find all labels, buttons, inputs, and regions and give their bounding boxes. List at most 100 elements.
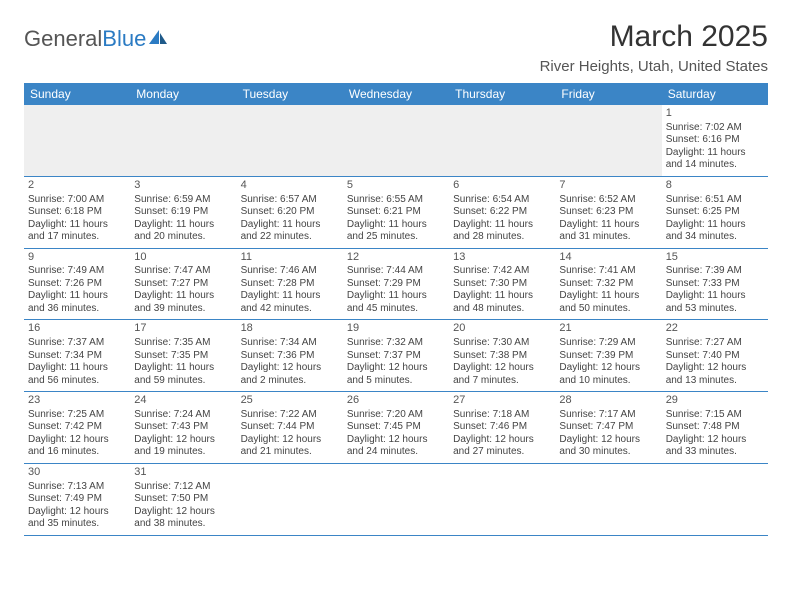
- day-number: 5: [347, 179, 445, 193]
- day-number: 1: [666, 107, 764, 121]
- calendar-day-cell: 20Sunrise: 7:30 AMSunset: 7:38 PMDayligh…: [449, 320, 555, 392]
- calendar-day-cell: [555, 463, 661, 535]
- weekday-header: Saturday: [662, 83, 768, 105]
- calendar-day-cell: 27Sunrise: 7:18 AMSunset: 7:46 PMDayligh…: [449, 392, 555, 464]
- day-details: Sunrise: 7:15 AMSunset: 7:48 PMDaylight:…: [666, 409, 764, 459]
- weekday-header: Wednesday: [343, 83, 449, 105]
- day-details: Sunrise: 7:29 AMSunset: 7:39 PMDaylight:…: [559, 337, 657, 387]
- weekday-header: Thursday: [449, 83, 555, 105]
- calendar-body: 1Sunrise: 7:02 AMSunset: 6:16 PMDaylight…: [24, 105, 768, 535]
- day-number: 26: [347, 394, 445, 408]
- day-number: 31: [134, 466, 232, 480]
- calendar-day-cell: 21Sunrise: 7:29 AMSunset: 7:39 PMDayligh…: [555, 320, 661, 392]
- weekday-header: Friday: [555, 83, 661, 105]
- day-details: Sunrise: 7:24 AMSunset: 7:43 PMDaylight:…: [134, 409, 232, 459]
- day-details: Sunrise: 7:35 AMSunset: 7:35 PMDaylight:…: [134, 337, 232, 387]
- day-details: Sunrise: 7:17 AMSunset: 7:47 PMDaylight:…: [559, 409, 657, 459]
- day-number: 6: [453, 179, 551, 193]
- day-number: 27: [453, 394, 551, 408]
- day-details: Sunrise: 7:18 AMSunset: 7:46 PMDaylight:…: [453, 409, 551, 459]
- calendar-day-cell: 8Sunrise: 6:51 AMSunset: 6:25 PMDaylight…: [662, 176, 768, 248]
- day-details: Sunrise: 7:41 AMSunset: 7:32 PMDaylight:…: [559, 265, 657, 315]
- day-number: 22: [666, 322, 764, 336]
- calendar-day-cell: 22Sunrise: 7:27 AMSunset: 7:40 PMDayligh…: [662, 320, 768, 392]
- day-number: 21: [559, 322, 657, 336]
- calendar-day-cell: 14Sunrise: 7:41 AMSunset: 7:32 PMDayligh…: [555, 248, 661, 320]
- calendar-day-cell: 24Sunrise: 7:24 AMSunset: 7:43 PMDayligh…: [130, 392, 236, 464]
- day-number: 10: [134, 251, 232, 265]
- day-number: 7: [559, 179, 657, 193]
- calendar-day-cell: 3Sunrise: 6:59 AMSunset: 6:19 PMDaylight…: [130, 176, 236, 248]
- calendar-day-cell: 16Sunrise: 7:37 AMSunset: 7:34 PMDayligh…: [24, 320, 130, 392]
- calendar-day-cell: 18Sunrise: 7:34 AMSunset: 7:36 PMDayligh…: [237, 320, 343, 392]
- day-details: Sunrise: 6:54 AMSunset: 6:22 PMDaylight:…: [453, 194, 551, 244]
- calendar-table: SundayMondayTuesdayWednesdayThursdayFrid…: [24, 83, 768, 536]
- day-details: Sunrise: 7:44 AMSunset: 7:29 PMDaylight:…: [347, 265, 445, 315]
- day-number: 15: [666, 251, 764, 265]
- day-details: Sunrise: 7:02 AMSunset: 6:16 PMDaylight:…: [666, 122, 764, 172]
- day-details: Sunrise: 6:55 AMSunset: 6:21 PMDaylight:…: [347, 194, 445, 244]
- day-details: Sunrise: 7:12 AMSunset: 7:50 PMDaylight:…: [134, 481, 232, 531]
- calendar-week-row: 30Sunrise: 7:13 AMSunset: 7:49 PMDayligh…: [24, 463, 768, 535]
- day-details: Sunrise: 7:22 AMSunset: 7:44 PMDaylight:…: [241, 409, 339, 459]
- logo-text-blue: Blue: [102, 26, 146, 52]
- weekday-header: Sunday: [24, 83, 130, 105]
- calendar-day-cell: 5Sunrise: 6:55 AMSunset: 6:21 PMDaylight…: [343, 176, 449, 248]
- calendar-week-row: 2Sunrise: 7:00 AMSunset: 6:18 PMDaylight…: [24, 176, 768, 248]
- day-number: 16: [28, 322, 126, 336]
- day-number: 20: [453, 322, 551, 336]
- calendar-day-cell: 4Sunrise: 6:57 AMSunset: 6:20 PMDaylight…: [237, 176, 343, 248]
- calendar-day-cell: 28Sunrise: 7:17 AMSunset: 7:47 PMDayligh…: [555, 392, 661, 464]
- day-details: Sunrise: 7:13 AMSunset: 7:49 PMDaylight:…: [28, 481, 126, 531]
- day-number: 24: [134, 394, 232, 408]
- sail-icon: [147, 26, 169, 52]
- day-details: Sunrise: 7:20 AMSunset: 7:45 PMDaylight:…: [347, 409, 445, 459]
- day-details: Sunrise: 7:32 AMSunset: 7:37 PMDaylight:…: [347, 337, 445, 387]
- day-number: 17: [134, 322, 232, 336]
- day-number: 13: [453, 251, 551, 265]
- month-title: March 2025: [540, 20, 768, 54]
- day-number: 11: [241, 251, 339, 265]
- calendar-day-cell: 19Sunrise: 7:32 AMSunset: 7:37 PMDayligh…: [343, 320, 449, 392]
- day-number: 25: [241, 394, 339, 408]
- calendar-day-cell: [343, 105, 449, 176]
- day-details: Sunrise: 7:46 AMSunset: 7:28 PMDaylight:…: [241, 265, 339, 315]
- day-number: 23: [28, 394, 126, 408]
- day-details: Sunrise: 7:47 AMSunset: 7:27 PMDaylight:…: [134, 265, 232, 315]
- calendar-day-cell: 26Sunrise: 7:20 AMSunset: 7:45 PMDayligh…: [343, 392, 449, 464]
- day-number: 4: [241, 179, 339, 193]
- calendar-day-cell: 11Sunrise: 7:46 AMSunset: 7:28 PMDayligh…: [237, 248, 343, 320]
- day-number: 14: [559, 251, 657, 265]
- calendar-day-cell: [343, 463, 449, 535]
- calendar-day-cell: [449, 105, 555, 176]
- calendar-day-cell: 31Sunrise: 7:12 AMSunset: 7:50 PMDayligh…: [130, 463, 236, 535]
- day-details: Sunrise: 7:39 AMSunset: 7:33 PMDaylight:…: [666, 265, 764, 315]
- day-details: Sunrise: 7:27 AMSunset: 7:40 PMDaylight:…: [666, 337, 764, 387]
- day-number: 8: [666, 179, 764, 193]
- day-details: Sunrise: 7:25 AMSunset: 7:42 PMDaylight:…: [28, 409, 126, 459]
- calendar-day-cell: 25Sunrise: 7:22 AMSunset: 7:44 PMDayligh…: [237, 392, 343, 464]
- day-number: 28: [559, 394, 657, 408]
- weekday-header: Monday: [130, 83, 236, 105]
- logo: GeneralBlue: [24, 26, 169, 52]
- day-number: 3: [134, 179, 232, 193]
- day-details: Sunrise: 7:49 AMSunset: 7:26 PMDaylight:…: [28, 265, 126, 315]
- calendar-day-cell: 17Sunrise: 7:35 AMSunset: 7:35 PMDayligh…: [130, 320, 236, 392]
- day-number: 29: [666, 394, 764, 408]
- calendar-day-cell: [237, 463, 343, 535]
- calendar-day-cell: 10Sunrise: 7:47 AMSunset: 7:27 PMDayligh…: [130, 248, 236, 320]
- calendar-day-cell: [237, 105, 343, 176]
- day-number: 18: [241, 322, 339, 336]
- calendar-day-cell: [130, 105, 236, 176]
- day-number: 30: [28, 466, 126, 480]
- calendar-day-cell: [555, 105, 661, 176]
- day-number: 12: [347, 251, 445, 265]
- calendar-day-cell: 2Sunrise: 7:00 AMSunset: 6:18 PMDaylight…: [24, 176, 130, 248]
- calendar-day-cell: 29Sunrise: 7:15 AMSunset: 7:48 PMDayligh…: [662, 392, 768, 464]
- calendar-week-row: 23Sunrise: 7:25 AMSunset: 7:42 PMDayligh…: [24, 392, 768, 464]
- day-details: Sunrise: 7:37 AMSunset: 7:34 PMDaylight:…: [28, 337, 126, 387]
- day-details: Sunrise: 6:51 AMSunset: 6:25 PMDaylight:…: [666, 194, 764, 244]
- calendar-head: SundayMondayTuesdayWednesdayThursdayFrid…: [24, 83, 768, 105]
- calendar-day-cell: [24, 105, 130, 176]
- calendar-day-cell: 12Sunrise: 7:44 AMSunset: 7:29 PMDayligh…: [343, 248, 449, 320]
